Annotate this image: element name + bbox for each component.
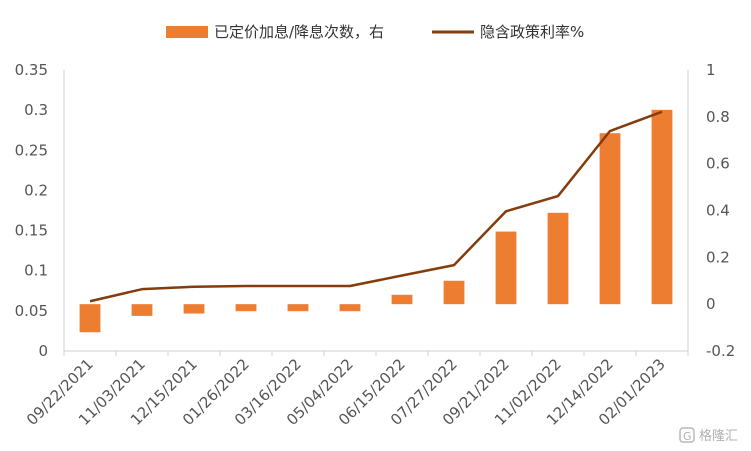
bar [599,133,621,305]
right-tick-labels: -0.2 0 0.2 0.4 0.6 0.8 1 [706,61,735,360]
right-tick-label: 0.8 [706,108,730,126]
bar [443,280,465,305]
g-logo-icon [679,427,695,443]
right-tick-label: -0.2 [706,342,735,360]
line-path [89,110,663,303]
bar [651,109,673,305]
bar [391,294,413,305]
right-tick-label: 0 [706,295,716,313]
bar-series [79,109,673,333]
bar [547,212,569,305]
right-tick-label: 1 [706,61,716,79]
left-tick-label: 0.1 [24,262,48,280]
left-tick-label: 0.2 [24,181,48,199]
legend: 已定价加息/降息次数，右 隐含政策利率% [166,23,584,41]
bar [339,304,361,312]
x-tick-marks [63,351,689,356]
bar [235,304,257,312]
bar [131,304,153,316]
line-series [89,110,663,303]
left-tick-labels: 0 0.05 0.1 0.15 0.2 0.25 0.3 0.35 [15,61,48,360]
right-tick-label: 0.2 [706,248,730,266]
watermark: G 格隆汇 [679,427,738,444]
right-tick-label: 0.4 [706,202,730,220]
g-logo-letter: G [683,430,692,443]
legend-label-line: 隐含政策利率% [480,23,584,41]
left-tick-label: 0.35 [15,61,48,79]
x-tick-labels: 09/22/202111/03/202112/15/202101/26/2022… [23,355,669,429]
left-tick-label: 0.3 [24,101,48,119]
bar [183,304,205,314]
left-tick-label: 0.25 [15,141,48,159]
bar [287,304,309,312]
legend-swatch-bar [166,26,208,38]
bar [495,231,517,305]
right-tick-label: 0.6 [706,155,730,173]
bar [79,304,101,333]
left-tick-label: 0 [38,342,48,360]
watermark-text: 格隆汇 [699,428,738,444]
left-tick-label: 0.05 [15,302,48,320]
legend-label-bar: 已定价加息/降息次数，右 [214,23,384,41]
left-tick-label: 0.15 [15,222,48,240]
